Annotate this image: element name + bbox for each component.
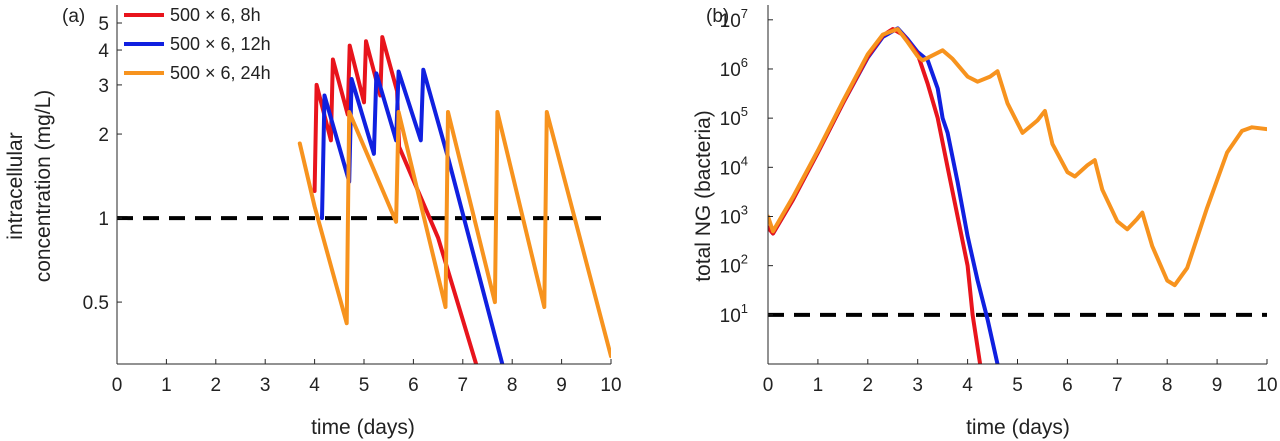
panel-a-axes: 0 1 2 3 4 5 6 7 8 9 10 0.5 1 2 3 4 5	[83, 5, 622, 396]
panel-b-series-500-6-24h	[768, 27, 1267, 288]
panel-a-y-tick-label-0: 0.5	[83, 293, 109, 314]
panel-a-y-tick-label-1: 1	[98, 209, 109, 230]
panel-b-y-tick-label-3: 104	[720, 153, 748, 179]
panel-a-y-tick-label-2: 2	[98, 125, 109, 146]
panel-a-series	[297, 35, 611, 364]
panel-a-y-axis-title-line-1: intracellular	[4, 132, 27, 239]
panel-a-x-tick-label-5: 5	[359, 375, 370, 396]
panel-a: (a) 0 1 2 3 4 5 6 7 8 9 10 0.5 1 2 3 4 5 time (days) int…	[4, 5, 622, 439]
panel-a-series-500-6-12h	[320, 67, 505, 364]
panel-b-x-tick-label-6: 6	[1062, 375, 1073, 396]
panel-b-x-tick-label-9: 9	[1212, 375, 1223, 396]
panel-b-y-tick-label-4: 105	[720, 104, 748, 130]
panel-a-legend: 500 × 6, 8h 500 × 6, 12h 500 × 6, 24h	[124, 5, 271, 83]
panel-b-y-axis-title: total NG (bacteria)	[692, 110, 715, 282]
panel-a-x-tick-label-6: 6	[408, 375, 419, 396]
panel-a-x-tick-label-0: 0	[112, 375, 123, 396]
panel-b-x-axis-title: time (days)	[966, 416, 1070, 439]
panel-a-x-axis-title: time (days)	[311, 416, 415, 439]
panel-b-x-tick-label-7: 7	[1112, 375, 1123, 396]
panel-b-label: (b)	[706, 6, 729, 27]
panel-a-y-tick-label-3: 3	[98, 76, 109, 97]
panel-b-y-tick-label-0: 101	[720, 301, 748, 327]
panel-b-x-tick-label-4: 4	[962, 375, 973, 396]
legend-label-24h: 500 × 6, 24h	[170, 63, 271, 83]
panel-a-x-tick-label-7: 7	[458, 375, 469, 396]
panel-a-x-tick-label-8: 8	[507, 375, 518, 396]
panel-a-x-tick-label-2: 2	[211, 375, 222, 396]
panel-b-x-tick-label-8: 8	[1162, 375, 1173, 396]
panel-b-x-tick-label-1: 1	[813, 375, 824, 396]
panel-a-x-tick-label-3: 3	[260, 375, 271, 396]
panel-b-y-tick-label-2: 103	[720, 202, 748, 228]
panel-b-x-tick-label-5: 5	[1012, 375, 1023, 396]
panel-b-x-tick-label-2: 2	[863, 375, 874, 396]
panel-a-series-500-6-24h	[297, 110, 611, 359]
panel-b-x-tick-label-10: 10	[1256, 375, 1277, 396]
legend-label-8h: 500 × 6, 8h	[170, 5, 261, 25]
panel-a-x-tick-label-9: 9	[556, 375, 567, 396]
panel-a-y-tick-label-5: 5	[98, 14, 109, 35]
panel-a-x-tick-label-10: 10	[600, 375, 621, 396]
panel-b-y-tick-label-5: 106	[720, 55, 748, 81]
panel-b-series	[768, 26, 1267, 364]
panel-b-y-tick-label-1: 102	[720, 252, 748, 278]
legend-label-12h: 500 × 6, 12h	[170, 34, 271, 54]
panel-a-y-tick-label-4: 4	[98, 41, 109, 62]
panel-a-label: (a)	[62, 6, 85, 27]
panel-b-x-tick-label-0: 0	[763, 375, 774, 396]
panel-a-x-tick-label-4: 4	[309, 375, 320, 396]
panel-b-x-tick-label-3: 3	[912, 375, 923, 396]
panel-a-y-axis-title-line-2: concentration (mg/L)	[32, 90, 55, 283]
panel-a-x-tick-label-1: 1	[161, 375, 172, 396]
